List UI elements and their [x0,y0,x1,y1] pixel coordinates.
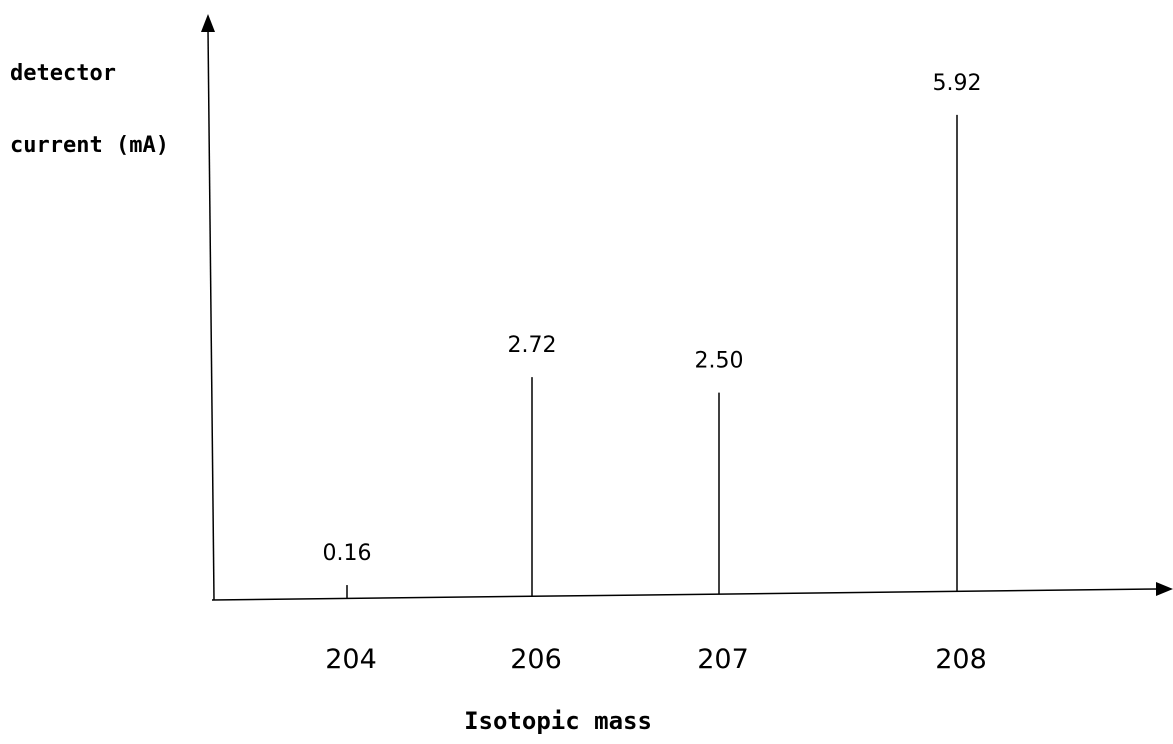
x-axis-arrowhead [1156,582,1173,596]
y-axis-line [207,29,215,601]
y-axis-label-line-2: current (mA) [10,133,169,158]
value-label-204: 0.16 [323,541,372,566]
value-label-206: 2.72 [508,333,557,358]
x-tick-label-207: 207 [697,644,749,675]
x-tick-label-204: 204 [325,644,377,675]
x-tick-label-206: 206 [510,644,562,675]
value-label-208: 5.92 [933,71,982,96]
x-axis-label: Isotopic mass [464,707,652,735]
chart-marks: 0.16 204 2.72 206 2.50 207 5.92 208 [323,71,987,675]
y-axis-label-line-1: detector [10,61,116,86]
x-tick-label-208: 208 [935,644,987,675]
y-axis-arrowhead [201,14,215,32]
value-label-207: 2.50 [695,349,744,374]
x-axis-line [211,588,1159,601]
